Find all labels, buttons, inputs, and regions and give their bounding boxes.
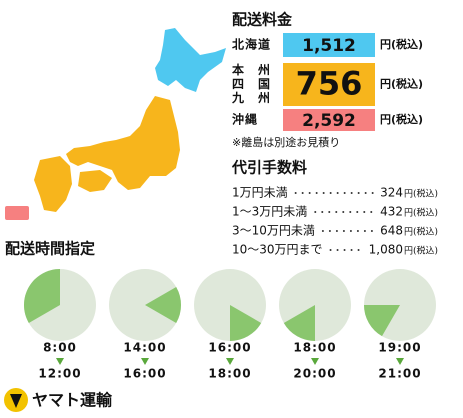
leader-dot bbox=[328, 230, 331, 232]
leader-dot bbox=[329, 192, 332, 194]
leader-dot bbox=[363, 230, 366, 232]
leader-dot bbox=[350, 249, 353, 251]
time-wedge bbox=[283, 305, 315, 341]
time-wedge bbox=[145, 287, 181, 323]
leader-dot bbox=[357, 192, 360, 194]
leader-dot bbox=[301, 192, 304, 194]
region-label: 九州 bbox=[231, 90, 284, 105]
shipping-note: ※離島は別途お見積り bbox=[232, 135, 340, 149]
arrow bbox=[226, 358, 234, 365]
unit: 円(税込) bbox=[380, 37, 423, 51]
leader-dot bbox=[357, 249, 360, 251]
end-time: 18:00 bbox=[208, 367, 251, 381]
region-label: 沖縄 bbox=[232, 112, 258, 127]
time-wedge bbox=[364, 305, 400, 337]
start-time: 18:00 bbox=[293, 341, 336, 355]
time-wedge bbox=[24, 269, 60, 323]
leader-dot bbox=[329, 249, 332, 251]
price: 2,592 bbox=[302, 111, 356, 131]
leader-dot bbox=[336, 249, 339, 251]
cod-range: 3〜10万円未満 bbox=[232, 224, 315, 238]
leader-dot bbox=[370, 230, 373, 232]
end-time: 16:00 bbox=[123, 367, 166, 381]
start-time: 8:00 bbox=[43, 341, 77, 355]
leader-dot bbox=[350, 192, 353, 194]
cod-unit: 円(税込) bbox=[404, 207, 438, 219]
leader-dot bbox=[321, 211, 324, 213]
arrow bbox=[56, 358, 64, 365]
okinawa bbox=[5, 206, 29, 220]
end-time: 21:00 bbox=[378, 367, 421, 381]
leader-dot bbox=[315, 192, 318, 194]
leader-dot bbox=[349, 230, 352, 232]
logo: ヤマト運輸 bbox=[4, 388, 113, 412]
kyushu bbox=[34, 156, 72, 212]
leader-dot bbox=[356, 211, 359, 213]
cod-unit: 円(税込) bbox=[404, 245, 438, 257]
leader-dot bbox=[363, 211, 366, 213]
leader-dot bbox=[364, 192, 367, 194]
region-label: 本州 bbox=[232, 62, 284, 77]
leader-dot bbox=[356, 230, 359, 232]
price-box bbox=[283, 109, 375, 131]
leader-dot bbox=[370, 211, 373, 213]
leader-dot bbox=[342, 211, 345, 213]
cod-price: 324 bbox=[380, 186, 403, 200]
cod-price: 1,080 bbox=[369, 243, 403, 257]
shipping-title: 配送料金 bbox=[232, 11, 293, 29]
leader-dot bbox=[342, 230, 345, 232]
price: 1,512 bbox=[302, 36, 356, 56]
leader-dot bbox=[308, 192, 311, 194]
cod-unit: 円(税込) bbox=[404, 226, 438, 238]
logo-text: ヤマト運輸 bbox=[32, 391, 113, 410]
price-box bbox=[283, 63, 375, 106]
leader-dot bbox=[371, 192, 374, 194]
start-time: 16:00 bbox=[208, 341, 251, 355]
unit: 円(税込) bbox=[380, 112, 423, 126]
cod-title: 代引手数料 bbox=[231, 159, 307, 177]
honshu bbox=[66, 96, 180, 190]
leader-dot bbox=[349, 211, 352, 213]
delivery-time-title: 配送時間指定 bbox=[5, 240, 95, 258]
start-time: 19:00 bbox=[378, 341, 421, 355]
end-time: 12:00 bbox=[38, 367, 81, 381]
leader-dot bbox=[294, 192, 297, 194]
arrow bbox=[141, 358, 149, 365]
end-time: 20:00 bbox=[293, 367, 336, 381]
leader-dot bbox=[314, 211, 317, 213]
arrow bbox=[311, 358, 319, 365]
leader-dot bbox=[343, 192, 346, 194]
shikoku bbox=[78, 170, 112, 192]
leader-dot bbox=[321, 230, 324, 232]
price-box bbox=[283, 33, 375, 57]
price: 756 bbox=[296, 65, 363, 103]
leader-dot bbox=[322, 192, 325, 194]
cod-price: 432 bbox=[380, 205, 403, 219]
cod-range: 10〜30万円まで bbox=[232, 243, 323, 257]
arrow bbox=[396, 358, 404, 365]
japan-map bbox=[5, 28, 226, 220]
cod-unit: 円(税込) bbox=[404, 188, 438, 200]
region-label: 北海道 bbox=[232, 37, 271, 52]
cod-range: 1〜3万円未満 bbox=[232, 205, 307, 219]
leader-dot bbox=[328, 211, 331, 213]
leader-dot bbox=[335, 230, 338, 232]
time-wedge bbox=[230, 305, 262, 341]
leader-dot bbox=[335, 211, 338, 213]
cod-price: 648 bbox=[380, 224, 403, 238]
leader-dot bbox=[336, 192, 339, 194]
leader-dot bbox=[343, 249, 346, 251]
start-time: 14:00 bbox=[123, 341, 166, 355]
region-label: 四国 bbox=[232, 77, 284, 91]
cod-range: 1万円未満 bbox=[232, 186, 288, 200]
hokkaido bbox=[155, 28, 226, 92]
logo-cat bbox=[10, 394, 22, 408]
unit: 円(税込) bbox=[380, 77, 423, 91]
